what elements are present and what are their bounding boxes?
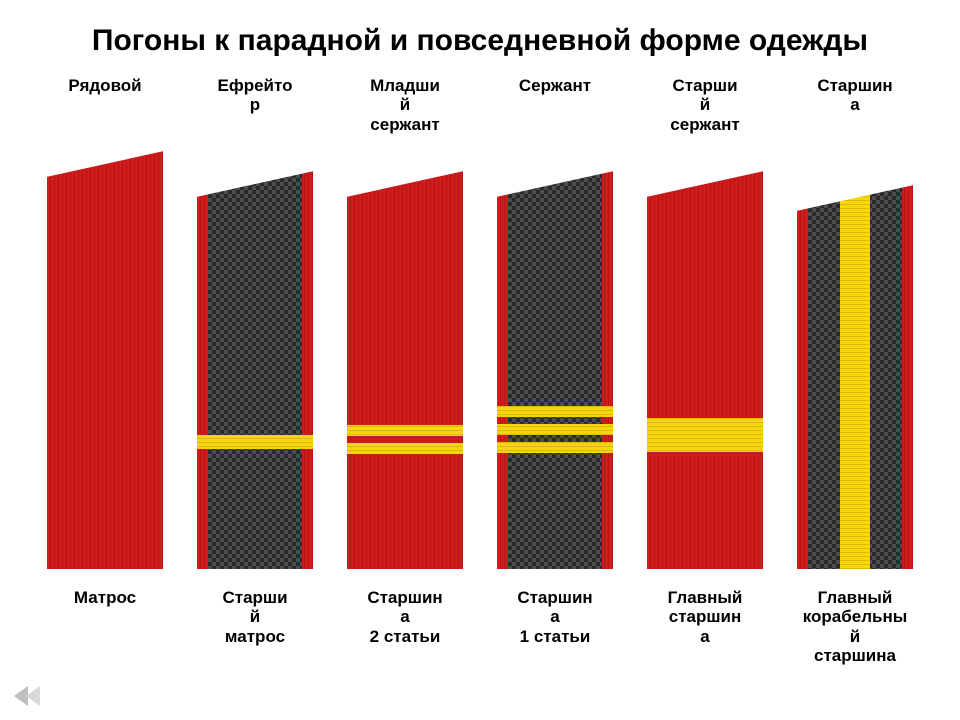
shoulder-board: [646, 170, 764, 570]
shoulder-board: [196, 170, 314, 570]
nav-arrow-icon: [12, 682, 48, 710]
page-title: Погоны к парадной и повседневной форме о…: [0, 0, 960, 70]
rank-bottom-label: Старши й матрос: [185, 588, 325, 666]
shoulder-board: [796, 184, 914, 570]
rank-bottom-label: Матрос: [35, 588, 175, 666]
bottom-labels-row: МатросСтарши й матросСтаршин а 2 статьиС…: [0, 588, 960, 666]
rank-bottom-label: Главный старшин а: [635, 588, 775, 666]
shoulder-board: [46, 150, 164, 570]
shoulder-board: [346, 170, 464, 570]
rank-top-label: Рядовой: [35, 76, 175, 96]
rank-top-label: Младши й сержант: [335, 76, 475, 135]
rank-bottom-label: Старшин а 2 статьи: [335, 588, 475, 666]
boards-row: [0, 140, 960, 570]
rank-top-label: Старшин а: [785, 76, 925, 115]
rank-bottom-label: Главный корабельны й старшина: [785, 588, 925, 666]
top-labels-row: Рядовой Ефрейто р Младши й сержант Сержант С…: [0, 76, 960, 136]
rank-bottom-label: Старшин а 1 статьи: [485, 588, 625, 666]
rank-top-label: Сержант: [485, 76, 625, 96]
rank-top-label: Старши й сержант: [635, 76, 775, 135]
shoulder-board: [496, 170, 614, 570]
rank-top-label: Ефрейто р: [185, 76, 325, 115]
